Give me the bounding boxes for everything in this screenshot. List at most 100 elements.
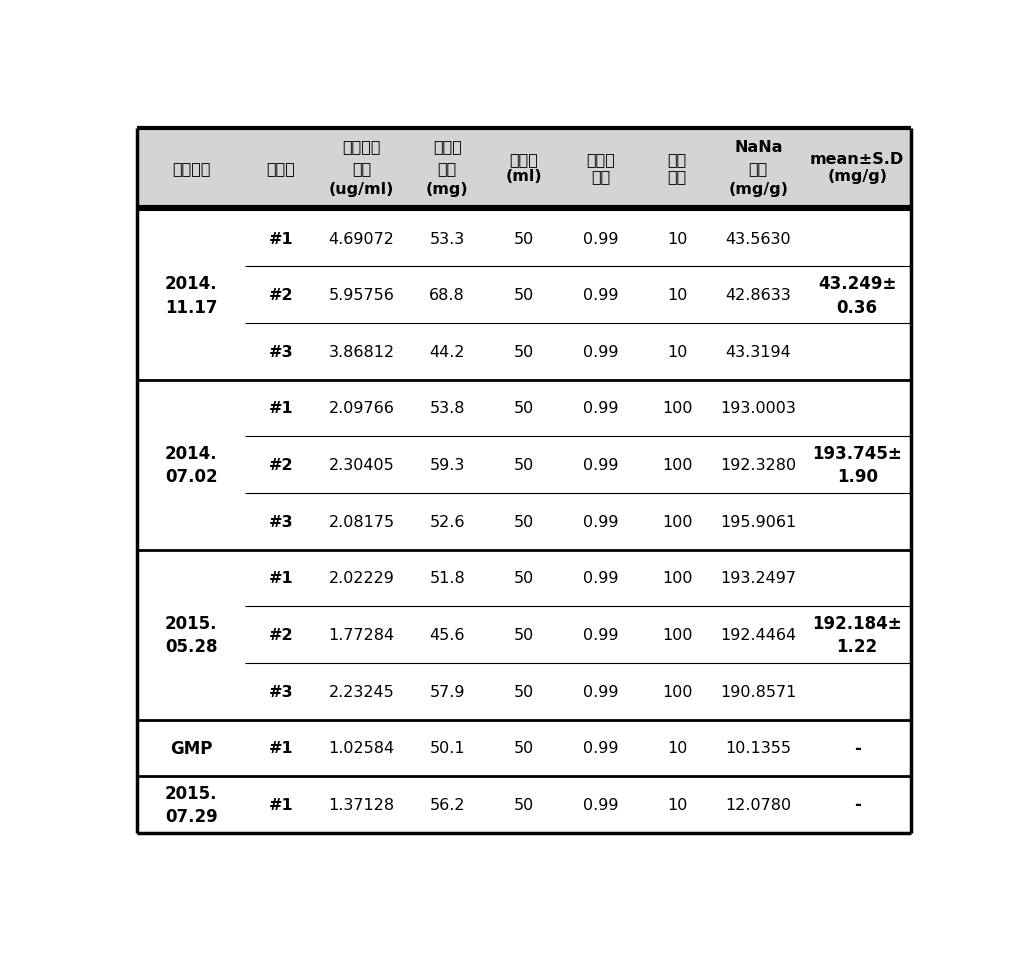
Text: 10: 10 [667, 741, 687, 755]
Text: 0.99: 0.99 [583, 797, 618, 812]
Text: 2015.
07.29: 2015. 07.29 [165, 784, 218, 826]
Text: 0.99: 0.99 [583, 402, 618, 416]
Text: 2.30405: 2.30405 [328, 457, 395, 473]
Text: 53.8: 53.8 [430, 402, 465, 416]
Text: 50: 50 [514, 288, 534, 303]
Text: 190.8571: 190.8571 [720, 684, 797, 699]
Text: 57.9: 57.9 [430, 684, 465, 699]
Text: 50: 50 [514, 627, 534, 643]
Text: 0.99: 0.99 [583, 514, 618, 530]
Text: 193.745±
1.90: 193.745± 1.90 [812, 445, 902, 486]
Text: #2: #2 [269, 288, 294, 303]
Text: #1: #1 [269, 402, 294, 416]
Text: 10.1355: 10.1355 [725, 741, 792, 755]
Text: #3: #3 [269, 684, 294, 699]
Text: 0.99: 0.99 [583, 232, 618, 246]
Text: 52.6: 52.6 [430, 514, 465, 530]
Text: 5.95756: 5.95756 [328, 288, 395, 303]
Text: 192.4464: 192.4464 [720, 627, 796, 643]
Text: 10: 10 [667, 345, 687, 360]
Text: 2.08175: 2.08175 [328, 514, 395, 530]
Text: 1.02584: 1.02584 [328, 741, 395, 755]
Text: 용액량: 용액량 [509, 152, 538, 167]
Text: mean±S.D: mean±S.D [810, 152, 904, 167]
Text: 2.02229: 2.02229 [328, 571, 395, 586]
Text: (ug/ml): (ug/ml) [329, 182, 394, 196]
Text: 100: 100 [662, 571, 693, 586]
Text: #2: #2 [269, 457, 294, 473]
Text: #1: #1 [269, 741, 294, 755]
Text: 시험용액: 시험용액 [343, 140, 381, 154]
Text: (mg/g): (mg/g) [728, 182, 789, 196]
Text: 1.37128: 1.37128 [328, 797, 395, 812]
Bar [137, 129, 911, 207]
Text: 50: 50 [514, 345, 534, 360]
Text: 100: 100 [662, 627, 693, 643]
Text: 3.86812: 3.86812 [328, 345, 395, 360]
Text: -: - [854, 795, 860, 814]
Text: 반복수: 반복수 [267, 160, 296, 176]
Text: 12.0780: 12.0780 [725, 797, 792, 812]
Text: 53.3: 53.3 [430, 232, 464, 246]
Text: 0.99: 0.99 [583, 741, 618, 755]
Text: 45.6: 45.6 [430, 627, 465, 643]
Text: 59.3: 59.3 [430, 457, 464, 473]
Text: 50: 50 [514, 457, 534, 473]
Text: #3: #3 [269, 514, 294, 530]
Text: 2014.
11.17: 2014. 11.17 [165, 275, 218, 317]
Text: 함량: 함량 [749, 160, 768, 176]
Text: 195.9061: 195.9061 [720, 514, 797, 530]
Text: #1: #1 [269, 571, 294, 586]
Text: 42.8633: 42.8633 [725, 288, 791, 303]
Text: 2014.
07.02: 2014. 07.02 [165, 445, 218, 486]
Text: 희석: 희석 [668, 152, 686, 167]
Text: 192.3280: 192.3280 [720, 457, 796, 473]
Text: 10: 10 [667, 797, 687, 812]
Text: 4.69072: 4.69072 [328, 232, 395, 246]
Text: GMP: GMP [170, 739, 213, 757]
Text: 50: 50 [514, 741, 534, 755]
Text: #1: #1 [269, 797, 294, 812]
Text: (mg): (mg) [426, 182, 469, 196]
Text: 순도: 순도 [591, 169, 610, 184]
Text: 192.184±
1.22: 192.184± 1.22 [812, 615, 902, 656]
Text: 50: 50 [514, 797, 534, 812]
Text: 50: 50 [514, 232, 534, 246]
Text: (mg/g): (mg/g) [828, 169, 887, 184]
Text: 50: 50 [514, 571, 534, 586]
Text: 44.2: 44.2 [430, 345, 465, 360]
Text: -: - [854, 739, 860, 757]
Text: 10: 10 [667, 288, 687, 303]
Text: 배수: 배수 [668, 169, 686, 184]
Text: 10: 10 [667, 232, 687, 246]
Text: 56.2: 56.2 [430, 797, 465, 812]
Text: 0.99: 0.99 [583, 627, 618, 643]
Text: 2015.
05.28: 2015. 05.28 [165, 615, 218, 656]
Text: 2.09766: 2.09766 [328, 402, 395, 416]
Text: 0.99: 0.99 [583, 571, 618, 586]
Text: #1: #1 [269, 232, 294, 246]
Text: 2.23245: 2.23245 [328, 684, 395, 699]
Text: 100: 100 [662, 402, 693, 416]
Text: 43.5630: 43.5630 [725, 232, 791, 246]
Text: 0.99: 0.99 [583, 457, 618, 473]
Text: 표준품: 표준품 [586, 152, 615, 167]
Text: (ml): (ml) [505, 169, 542, 184]
Text: 취량: 취량 [438, 160, 457, 176]
Text: 193.2497: 193.2497 [720, 571, 796, 586]
Text: 제조번호: 제조번호 [172, 160, 211, 176]
Text: 51.8: 51.8 [430, 571, 465, 586]
Text: 43.3194: 43.3194 [725, 345, 791, 360]
Text: 시료채: 시료채 [433, 140, 461, 154]
Text: 0.99: 0.99 [583, 288, 618, 303]
Text: 50: 50 [514, 684, 534, 699]
Text: 50.1: 50.1 [430, 741, 465, 755]
Text: NaNa: NaNa [735, 140, 783, 154]
Text: #3: #3 [269, 345, 294, 360]
Text: 1.77284: 1.77284 [328, 627, 395, 643]
Text: 50: 50 [514, 514, 534, 530]
Text: 0.99: 0.99 [583, 345, 618, 360]
Text: 0.99: 0.99 [583, 684, 618, 699]
Text: 100: 100 [662, 684, 693, 699]
Text: 농도: 농도 [352, 160, 371, 176]
